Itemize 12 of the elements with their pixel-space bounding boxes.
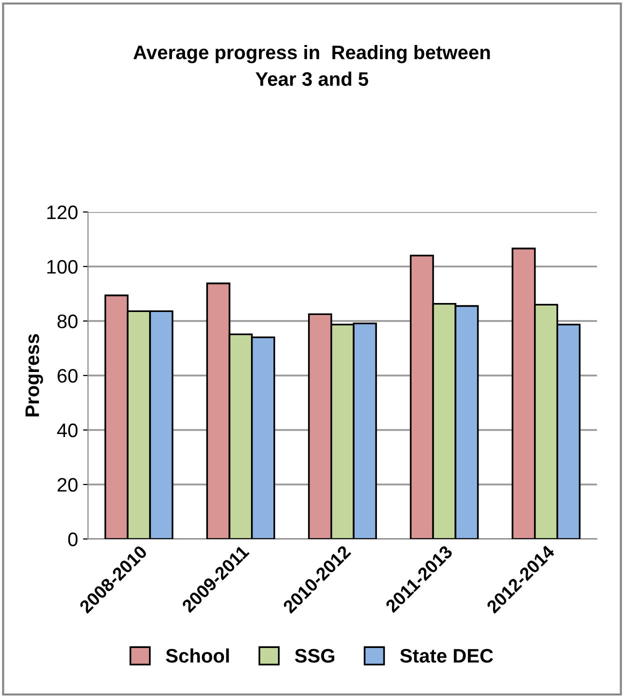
legend-label: SSG [294, 648, 334, 663]
y-axis-title: Progress [26, 334, 44, 416]
y-tick-label: 0 [68, 532, 78, 546]
y-tick-label: 100 [47, 260, 78, 274]
y-tick-label: 40 [57, 423, 78, 438]
y-tick-label: 80 [57, 314, 78, 328]
chart-title: Average progress in Reading between Year 3 and 5 [133, 45, 490, 86]
legend-label: School [166, 648, 229, 663]
legend-label: State DEC [400, 648, 494, 663]
y-tick-label: 120 [47, 205, 78, 220]
y-tick-label: 60 [58, 368, 78, 383]
y-tick-label: 20 [58, 478, 78, 492]
